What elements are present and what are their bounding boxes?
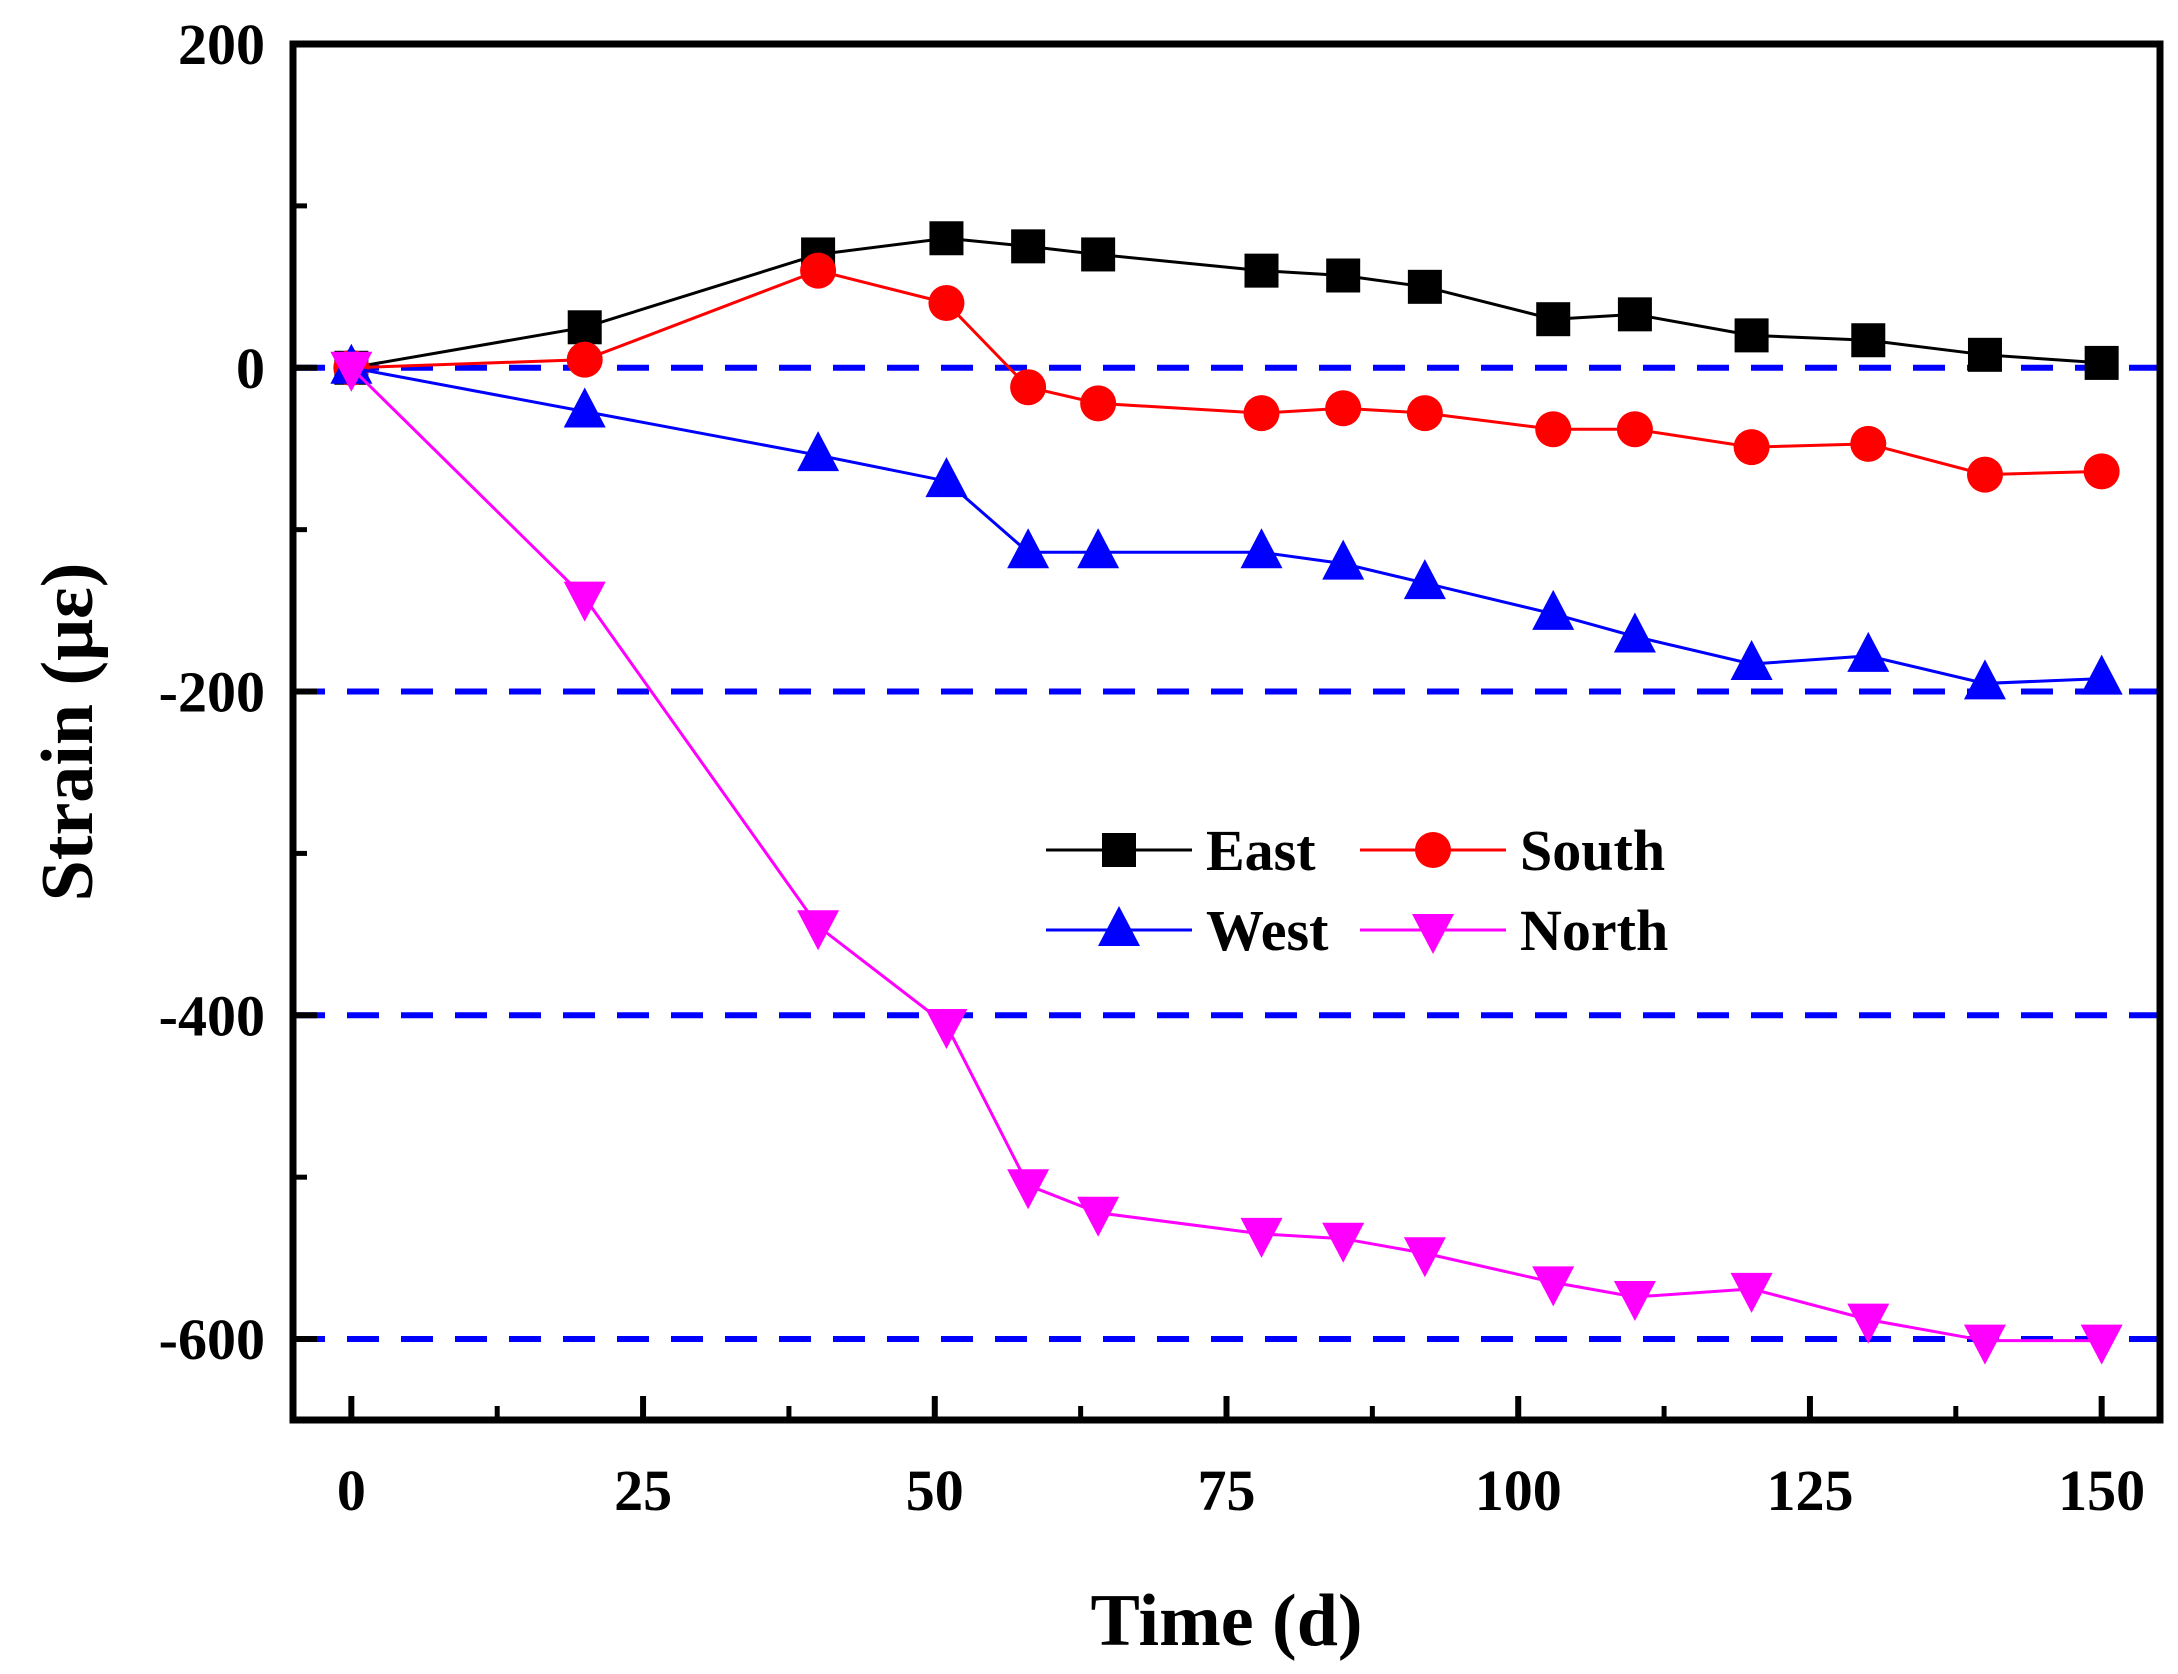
data-point-north — [925, 1009, 968, 1050]
x-tick-label: 75 — [1198, 1458, 1256, 1523]
legend-marker — [1415, 832, 1451, 868]
legend-label: East — [1206, 818, 1316, 883]
data-point-south — [1535, 411, 1572, 448]
data-point-north — [1730, 1272, 1773, 1313]
legend-label: West — [1206, 898, 1329, 963]
series-line-west — [351, 366, 2102, 685]
data-point-west — [1322, 539, 1365, 580]
x-tick-label: 125 — [1766, 1458, 1853, 1523]
data-point-west — [925, 457, 968, 498]
y-tick-label: 0 — [236, 336, 265, 401]
data-point-east — [2084, 345, 2119, 380]
data-point-west — [1532, 589, 1575, 630]
data-point-east — [929, 221, 964, 256]
data-point-north — [563, 581, 606, 622]
data-point-west — [1847, 631, 1890, 672]
x-tick-label: 0 — [337, 1458, 366, 1523]
data-point-west — [1730, 640, 1773, 681]
data-point-north — [797, 910, 840, 951]
data-point-west — [1403, 559, 1446, 600]
legend-item-east: East — [1046, 818, 1316, 883]
x-tick-label: 150 — [2058, 1458, 2145, 1523]
data-point-east — [1617, 297, 1652, 332]
legend-marker — [1412, 914, 1454, 954]
legend-label: North — [1520, 898, 1668, 963]
data-point-north — [2080, 1324, 2123, 1365]
data-point-east — [1081, 237, 1116, 272]
data-point-south — [1733, 429, 1770, 466]
data-point-west — [1963, 659, 2006, 700]
data-point-east — [1011, 229, 1046, 264]
x-tick-label: 25 — [614, 1458, 672, 1523]
data-point-north — [330, 351, 373, 392]
data-point-west — [563, 387, 606, 428]
data-point-south — [1325, 390, 1362, 427]
data-point-east — [1536, 302, 1571, 337]
y-tick-label: -400 — [159, 983, 265, 1048]
legend-item-west: West — [1046, 898, 1329, 963]
data-point-east — [1244, 253, 1279, 288]
data-point-south — [928, 285, 965, 322]
axis-ticks — [293, 41, 2105, 1420]
y-tick-label: 200 — [178, 12, 265, 77]
x-tick-label: 100 — [1475, 1458, 1562, 1523]
data-point-west — [2080, 654, 2123, 695]
series-line-south — [351, 269, 2102, 477]
data-point-north — [1322, 1222, 1365, 1263]
y-axis-title: Strain (με) — [27, 563, 109, 902]
data-point-south — [1616, 411, 1653, 448]
data-point-east — [1851, 323, 1886, 358]
legend-label: South — [1520, 818, 1665, 883]
x-tick-label: 50 — [906, 1458, 964, 1523]
data-point-south — [566, 341, 603, 378]
data-point-north — [1532, 1266, 1575, 1307]
data-point-west — [797, 431, 840, 472]
data-point-west — [1240, 528, 1283, 569]
series-west — [330, 343, 2123, 700]
data-point-south — [1966, 456, 2003, 493]
data-point-south — [2083, 453, 2120, 490]
legend-marker — [1098, 906, 1140, 946]
data-point-west — [1613, 612, 1656, 653]
y-tick-label: -200 — [159, 660, 265, 725]
x-axis-title: Time (d) — [1090, 1580, 1362, 1662]
y-tick-label: -600 — [159, 1307, 265, 1372]
data-point-south — [1010, 369, 1047, 406]
data-point-south — [1243, 395, 1280, 432]
data-point-north — [1613, 1280, 1656, 1321]
legend: East South West North — [1046, 818, 1668, 963]
data-point-west — [1077, 528, 1120, 569]
data-point-south — [1406, 395, 1443, 432]
data-point-north — [1963, 1324, 2006, 1365]
series-group — [330, 221, 2123, 1365]
data-point-east — [567, 310, 602, 345]
data-point-east — [1967, 337, 2002, 372]
legend-marker — [1102, 833, 1136, 867]
plot-frame — [289, 40, 2164, 1424]
series-north — [330, 351, 2123, 1365]
data-point-north — [1240, 1217, 1283, 1258]
data-point-east — [1407, 269, 1442, 304]
data-point-south — [1850, 425, 1887, 462]
legend-item-north: North — [1360, 898, 1668, 963]
reference-lines — [293, 364, 2160, 1343]
data-point-east — [1326, 258, 1361, 293]
data-point-south — [1080, 385, 1117, 422]
data-point-west — [1007, 528, 1050, 569]
data-point-north — [1847, 1303, 1890, 1344]
data-point-east — [1734, 318, 1769, 353]
series-south — [333, 252, 2120, 493]
data-point-north — [1077, 1196, 1120, 1237]
data-point-south — [800, 252, 837, 289]
legend-item-south: South — [1360, 818, 1665, 883]
data-point-north — [1007, 1169, 1050, 1210]
data-point-north — [1403, 1237, 1446, 1278]
tick-labels: 0 25 50 75 100 125 150 200 0 -200 -400 -600 — [159, 12, 2145, 1523]
